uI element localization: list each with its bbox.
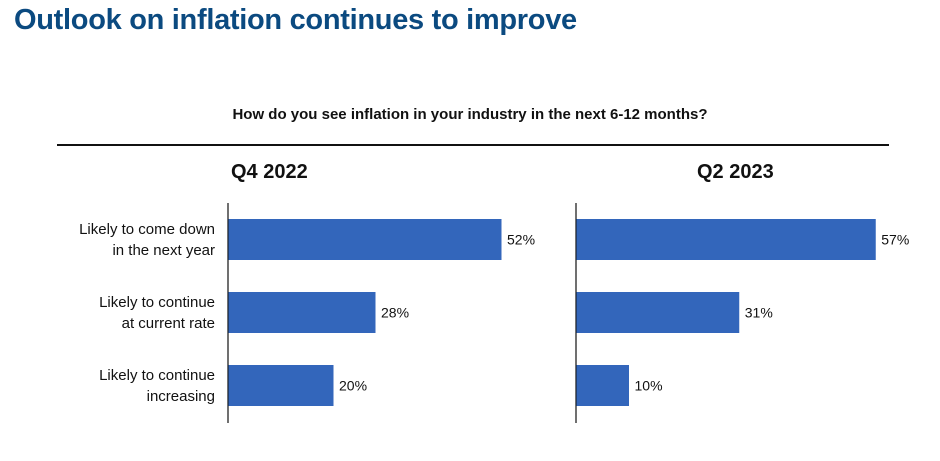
panel-title-q2-2023: Q2 2023 xyxy=(697,161,774,183)
category-label-line: Likely to continue xyxy=(99,294,215,311)
bar-q4-2022-0 xyxy=(228,219,502,260)
category-label-line: Likely to continue xyxy=(99,367,215,384)
bar-value-label-q2-2023-1: 31% xyxy=(745,305,773,321)
bar-value-label-q4-2022-2: 20% xyxy=(339,378,367,394)
bar-q4-2022-1 xyxy=(228,292,376,333)
bar-q4-2022-2 xyxy=(228,365,334,406)
panel-title-q4-2022: Q4 2022 xyxy=(231,161,308,183)
category-label-come-down: Likely to come down in the next year xyxy=(10,219,215,261)
bar-q2-2023-0 xyxy=(576,219,876,260)
bar-q2-2023-1 xyxy=(576,292,740,333)
bar-value-label-q2-2023-2: 10% xyxy=(635,378,663,394)
category-label-current-rate: Likely to continue at current rate xyxy=(10,292,215,334)
bar-value-label-q4-2022-0: 52% xyxy=(507,232,535,248)
divider-rule xyxy=(57,144,889,146)
category-label-line: in the next year xyxy=(112,242,215,259)
bar-q2-2023-2 xyxy=(576,365,629,406)
bar-value-label-q4-2022-1: 28% xyxy=(381,305,409,321)
chart-question: How do you see inflation in your industr… xyxy=(232,106,708,123)
category-label-increasing: Likely to continue increasing xyxy=(10,365,215,407)
category-label-line: at current rate xyxy=(121,315,215,332)
category-label-line: Likely to come down xyxy=(79,221,215,238)
category-label-line: increasing xyxy=(146,388,215,405)
bar-value-label-q2-2023-0: 57% xyxy=(881,232,909,248)
page-title: Outlook on inflation continues to improv… xyxy=(14,4,577,36)
